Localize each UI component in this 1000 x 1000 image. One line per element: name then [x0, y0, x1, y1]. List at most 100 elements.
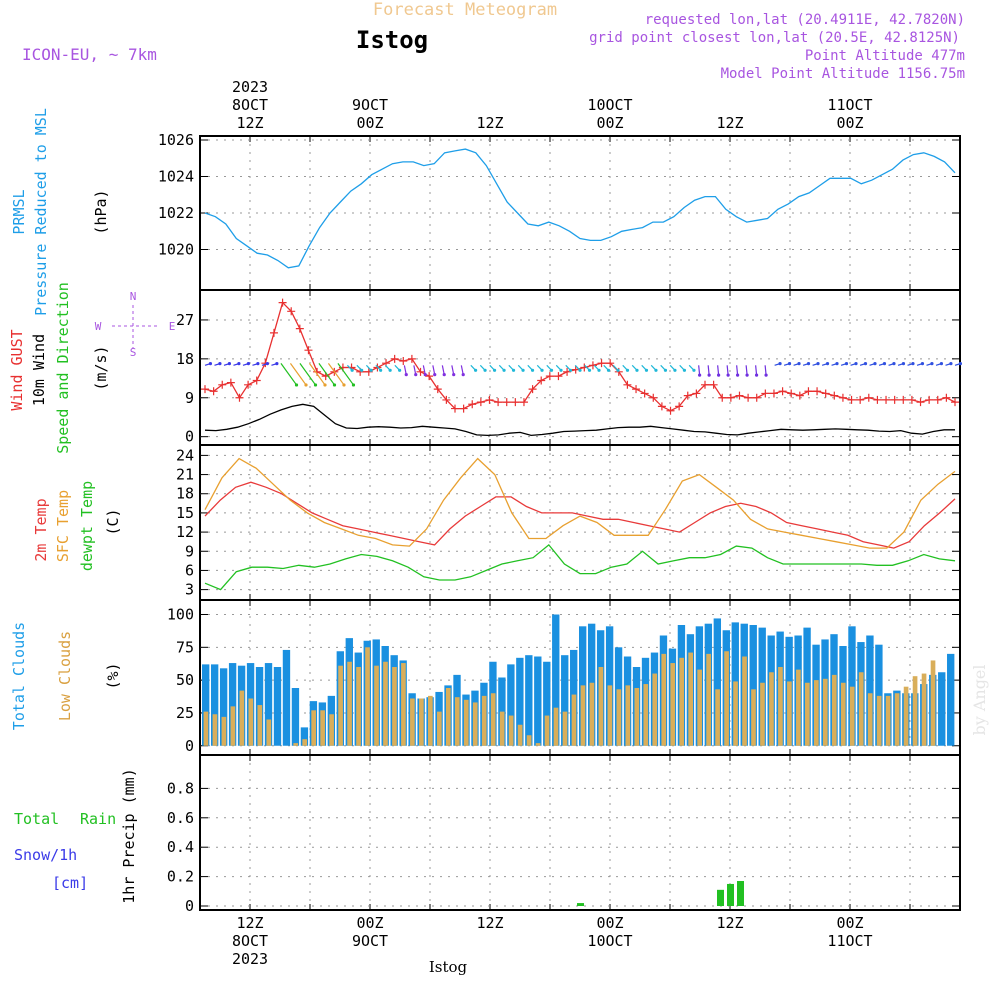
- low-clouds-bar: [876, 695, 882, 746]
- low-clouds-bar: [580, 685, 586, 746]
- precip-frame: [199, 754, 961, 911]
- gust-marker: [571, 365, 580, 374]
- y-tick-label: 21: [176, 466, 194, 484]
- wind-direction-arrow: [280, 362, 298, 386]
- wind-direction-arrowhead: [549, 368, 554, 372]
- panels: 1020102210241026091827369121518212402550…: [158, 131, 963, 915]
- low-clouds-bar: [239, 690, 245, 746]
- wind-direction-arrowhead: [726, 373, 730, 377]
- y-tick-label: 0.6: [167, 809, 194, 827]
- wind-direction-arrowhead: [816, 362, 820, 366]
- low-clouds-bar: [410, 698, 415, 746]
- low-clouds-bar: [374, 665, 379, 746]
- y-tick-label: 15: [176, 504, 194, 522]
- gust-marker: [942, 393, 951, 402]
- gust-marker: [278, 298, 287, 307]
- low-clouds-bar: [894, 693, 900, 746]
- top-time-label: 00Z: [356, 114, 383, 132]
- wind-direction-arrowhead: [521, 368, 525, 372]
- gust-marker: [649, 393, 658, 402]
- wind-direction-arrowhead: [379, 368, 383, 372]
- low-clouds-bar: [849, 686, 855, 746]
- total-clouds-bar: [875, 644, 883, 746]
- wind-10m-label: 10m Wind: [30, 334, 48, 406]
- wind-direction-arrowhead: [351, 383, 356, 387]
- low-clouds-bar: [445, 688, 451, 746]
- low-clouds-bar: [266, 719, 272, 746]
- gust-marker: [545, 372, 554, 381]
- total-clouds-bar: [210, 664, 219, 746]
- total-clouds-bar: [552, 614, 560, 746]
- low-clouds-bar: [311, 710, 316, 746]
- series-sfc-temp: [204, 457, 956, 549]
- wind-direction-arrowhead: [920, 362, 925, 366]
- percent-unit-label: (%): [104, 662, 122, 689]
- wind-direction-arrowhead: [323, 383, 327, 387]
- low-clouds-bar: [697, 669, 702, 746]
- total-clouds-bar: [938, 672, 946, 746]
- gust-marker: [537, 376, 546, 385]
- total-clouds-bar: [561, 655, 569, 746]
- low-clouds-bar: [912, 676, 918, 746]
- low-clouds-bar: [428, 695, 433, 746]
- wind-direction-arrow: [745, 365, 748, 376]
- low-clouds-bar: [392, 667, 397, 746]
- low-clouds-bar: [840, 682, 846, 746]
- wind-direction-arrowhead: [635, 368, 639, 372]
- gust-marker: [718, 393, 727, 402]
- top-time-label: 00Z: [596, 114, 623, 132]
- total-clouds-bar: [525, 655, 533, 746]
- low-clouds-bar: [553, 707, 559, 746]
- low-clouds-bar: [365, 647, 370, 746]
- low-clouds-bar: [652, 673, 658, 746]
- wind-direction-arrow: [764, 365, 767, 376]
- low-clouds-bar: [454, 697, 460, 746]
- wind-direction-arrow: [755, 365, 758, 376]
- wind-direction-arrow: [318, 362, 335, 386]
- y-tick-label: 1020: [158, 241, 194, 259]
- low-clouds-bar: [706, 653, 711, 746]
- low-clouds-bar: [796, 669, 801, 746]
- wind-direction-arrowhead: [597, 368, 601, 372]
- top-time-label: 2023: [232, 78, 268, 96]
- gust-marker: [244, 380, 253, 389]
- wind-direction-arrowhead: [540, 368, 544, 372]
- total-clouds-bar: [516, 657, 524, 746]
- low-clouds-bar: [751, 689, 756, 746]
- gust-marker: [856, 395, 865, 404]
- low-clouds-bar: [885, 695, 891, 746]
- gust-marker: [951, 398, 959, 407]
- y-tick-label: 0: [185, 897, 194, 915]
- low-clouds-bar: [401, 663, 406, 746]
- wind-gust-label: Wind GUST: [8, 329, 26, 410]
- wind-direction-arrow: [308, 362, 326, 386]
- gust-marker: [269, 328, 278, 337]
- y-tick-label: 100: [167, 606, 194, 624]
- series-2m-temp: [204, 481, 956, 549]
- wind-direction-arrowhead: [949, 362, 953, 366]
- gust-marker: [804, 387, 813, 396]
- gust-marker: [554, 372, 563, 381]
- gust-marker: [899, 395, 908, 404]
- dewpt-temp-label: dewpt Temp: [78, 481, 96, 571]
- gust-marker: [235, 393, 244, 402]
- wind-direction-arrowhead: [559, 368, 563, 372]
- low-clouds-bar: [831, 674, 837, 746]
- wind-direction-arrowhead: [673, 368, 677, 372]
- bottom-time-label: 12Z: [236, 914, 263, 932]
- low-clouds-bar: [203, 711, 209, 746]
- total-clouds-label: Total Clouds: [10, 622, 28, 730]
- gust-marker: [769, 389, 778, 398]
- wind-direction-arrowhead: [294, 383, 299, 387]
- low-clouds-bar: [688, 652, 693, 746]
- wind-direction-arrowhead: [275, 362, 279, 366]
- wind-direction-arrowhead: [304, 383, 308, 387]
- total-clouds-bar: [848, 626, 856, 746]
- watermark: by Angel: [970, 664, 989, 735]
- low-clouds-bar: [589, 682, 595, 746]
- gust-marker: [873, 395, 882, 404]
- low-clouds-bar: [517, 724, 523, 746]
- wind-direction-arrowhead: [404, 373, 408, 377]
- gust-marker: [795, 391, 804, 400]
- wind-direction-arrowhead: [625, 368, 630, 372]
